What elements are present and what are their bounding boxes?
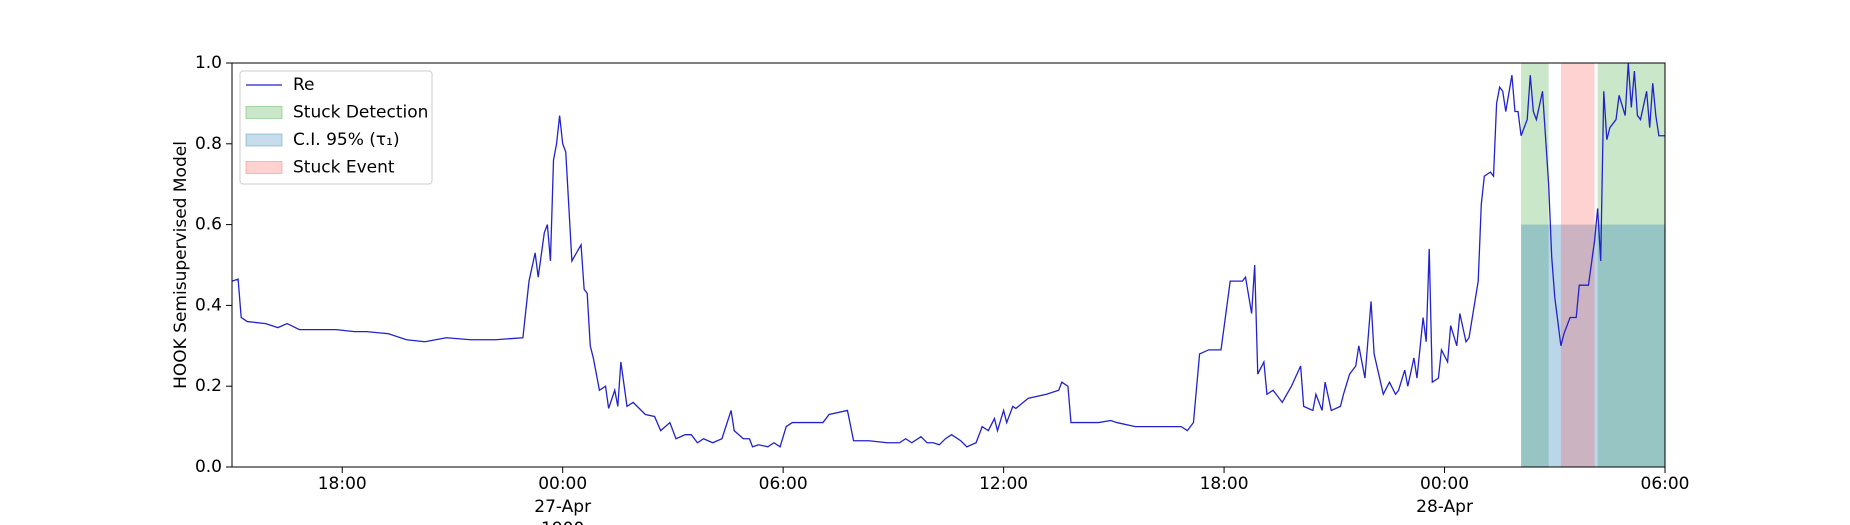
legend-label: C.I. 95% (τ₁) (293, 130, 400, 150)
y-tick-label: 0.6 (195, 215, 222, 235)
legend-label: Stuck Event (293, 158, 395, 178)
y-axis-label: HOOK Semisupervised Model (171, 141, 191, 389)
x-tick-label: 18:00 (318, 474, 367, 494)
legend-patch (245, 106, 283, 119)
detection-span (1597, 63, 1601, 467)
confidence-band (1521, 224, 1665, 467)
detection-span (1521, 63, 1549, 467)
x-tick-label: 00:00 (1420, 474, 1469, 494)
x-tick-sublabel: 27-Apr (534, 497, 591, 517)
detection-span (1600, 63, 1665, 467)
line (231, 62, 1665, 448)
x-tick-label: 06:00 (759, 474, 808, 494)
event-span (1560, 63, 1595, 467)
x-tick-label: 06:00 (1641, 474, 1690, 494)
y-tick-label: 1.0 (195, 53, 222, 73)
x-tick-sublabel: 28-Apr (1416, 497, 1473, 517)
legend-label: Re (293, 75, 315, 95)
x-tick-sublabel: 1900 (541, 519, 584, 525)
y-tick-label: 0.2 (195, 376, 222, 396)
x-tick-label: 00:00 (538, 474, 587, 494)
y-tick-label: 0.4 (195, 295, 222, 315)
plot-frame (231, 62, 1666, 468)
y-tick-label: 0.8 (195, 134, 222, 154)
legend-label: Stuck Detection (293, 103, 428, 123)
x-tick-label: 12:00 (979, 474, 1028, 494)
x-tick-label: 18:00 (1200, 474, 1249, 494)
y-tick-label: 0.0 (195, 457, 222, 477)
legend-patch (245, 161, 283, 174)
legend-patch (245, 133, 283, 147)
legend-box (239, 70, 433, 185)
